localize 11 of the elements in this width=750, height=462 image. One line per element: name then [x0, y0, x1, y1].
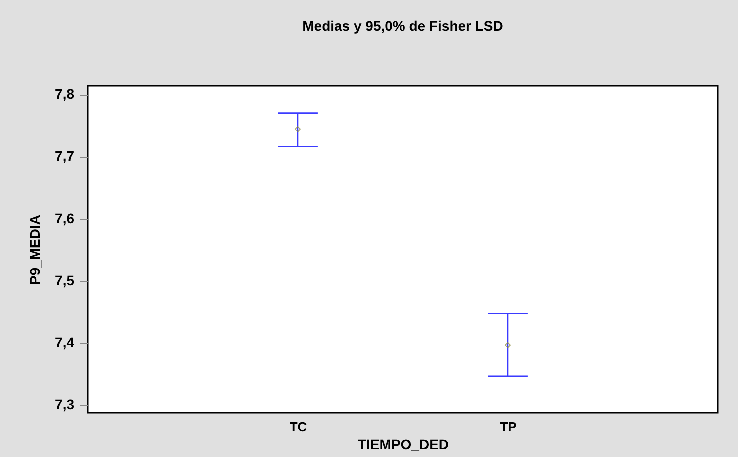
x-axis-title: TIEMPO_DED: [358, 436, 450, 452]
y-tick-label: 7,5: [55, 272, 75, 288]
chart-title: Medias y 95,0% de Fisher LSD: [302, 18, 504, 34]
y-axis-title: P9_MEDIA: [27, 214, 44, 286]
y-tick-label: 7,7: [55, 148, 75, 164]
y-tick-label: 7,4: [55, 334, 75, 350]
y-tick-label: 7,3: [55, 396, 75, 412]
y-tick-label: 7,8: [55, 86, 75, 102]
x-tick-label: TC: [290, 420, 308, 434]
y-tick-label: 7,6: [55, 210, 75, 226]
x-tick-label: TP: [500, 420, 518, 434]
